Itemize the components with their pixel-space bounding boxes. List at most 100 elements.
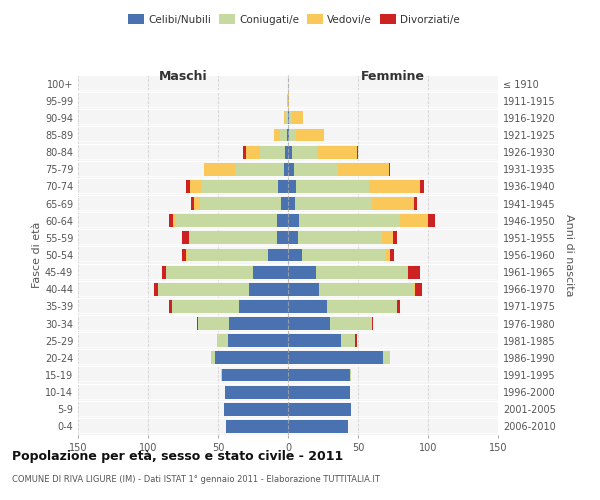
Bar xyxy=(154,283,158,296)
Bar xyxy=(182,232,188,244)
Bar xyxy=(211,352,215,364)
Bar xyxy=(393,232,397,244)
Bar xyxy=(330,317,372,330)
Bar xyxy=(289,128,296,141)
Bar xyxy=(191,197,194,210)
Bar xyxy=(201,180,278,193)
Bar xyxy=(372,317,373,330)
Bar xyxy=(372,197,414,210)
Bar xyxy=(190,180,201,193)
Bar xyxy=(400,214,428,227)
Bar xyxy=(288,368,350,382)
Bar xyxy=(296,180,369,193)
Bar xyxy=(225,386,288,398)
Bar xyxy=(415,283,422,296)
Bar xyxy=(204,163,235,175)
Bar xyxy=(169,300,172,313)
Bar xyxy=(260,146,285,158)
Bar xyxy=(316,266,407,278)
Bar xyxy=(428,214,435,227)
Bar xyxy=(284,112,285,124)
Bar xyxy=(287,94,288,107)
Bar xyxy=(302,248,386,262)
Bar xyxy=(296,128,325,141)
Bar xyxy=(407,266,409,278)
Bar xyxy=(289,112,292,124)
Bar xyxy=(277,232,288,244)
Bar xyxy=(166,266,253,278)
Bar xyxy=(293,163,338,175)
Bar xyxy=(274,128,280,141)
Bar xyxy=(382,232,393,244)
Bar xyxy=(215,352,288,364)
Bar xyxy=(295,197,372,210)
Bar xyxy=(414,197,417,210)
Bar xyxy=(268,248,288,262)
Bar xyxy=(285,112,288,124)
Bar xyxy=(172,300,239,313)
Bar xyxy=(162,266,166,278)
Bar xyxy=(355,334,356,347)
Bar xyxy=(277,214,288,227)
Bar xyxy=(288,300,327,313)
Bar xyxy=(182,248,186,262)
Bar xyxy=(350,368,351,382)
Bar xyxy=(327,300,397,313)
Bar xyxy=(186,248,187,262)
Bar xyxy=(288,197,295,210)
Bar xyxy=(190,232,277,244)
Bar xyxy=(224,403,288,415)
Bar xyxy=(200,197,281,210)
Bar xyxy=(288,266,316,278)
Bar xyxy=(197,317,199,330)
Text: COMUNE DI RIVA LIGURE (IM) - Dati ISTAT 1° gennaio 2011 - Elaborazione TUTTITALI: COMUNE DI RIVA LIGURE (IM) - Dati ISTAT … xyxy=(12,475,380,484)
Bar xyxy=(386,248,390,262)
Bar xyxy=(186,180,190,193)
Bar xyxy=(287,128,288,141)
Bar xyxy=(288,283,319,296)
Bar xyxy=(317,146,356,158)
Bar xyxy=(288,352,383,364)
Bar xyxy=(288,232,298,244)
Bar xyxy=(280,128,287,141)
Bar xyxy=(288,146,292,158)
Bar xyxy=(288,163,293,175)
Bar xyxy=(217,334,228,347)
Text: Maschi: Maschi xyxy=(158,70,208,83)
Bar xyxy=(228,334,288,347)
Bar xyxy=(356,146,358,158)
Bar xyxy=(285,146,288,158)
Bar xyxy=(292,112,304,124)
Bar xyxy=(298,232,382,244)
Bar xyxy=(249,283,288,296)
Bar xyxy=(158,283,249,296)
Bar xyxy=(253,266,288,278)
Bar xyxy=(278,180,288,193)
Bar xyxy=(319,283,414,296)
Bar xyxy=(194,197,200,210)
Bar xyxy=(288,334,341,347)
Text: Popolazione per età, sesso e stato civile - 2011: Popolazione per età, sesso e stato civil… xyxy=(12,450,343,463)
Bar xyxy=(235,163,284,175)
Bar xyxy=(243,146,246,158)
Bar xyxy=(239,300,288,313)
Bar xyxy=(299,214,400,227)
Bar xyxy=(288,317,330,330)
Bar xyxy=(341,334,355,347)
Y-axis label: Anni di nascita: Anni di nascita xyxy=(564,214,574,296)
Bar xyxy=(284,163,288,175)
Bar xyxy=(226,420,288,433)
Bar xyxy=(288,214,299,227)
Bar xyxy=(173,214,176,227)
Bar xyxy=(199,317,229,330)
Bar xyxy=(338,163,389,175)
Bar xyxy=(229,317,288,330)
Bar xyxy=(187,248,268,262)
Bar xyxy=(369,180,419,193)
Bar xyxy=(222,368,288,382)
Bar xyxy=(188,232,190,244)
Bar xyxy=(288,420,348,433)
Legend: Celibi/Nubili, Coniugati/e, Vedovi/e, Divorziati/e: Celibi/Nubili, Coniugati/e, Vedovi/e, Di… xyxy=(124,10,464,29)
Bar xyxy=(246,146,260,158)
Bar xyxy=(397,300,400,313)
